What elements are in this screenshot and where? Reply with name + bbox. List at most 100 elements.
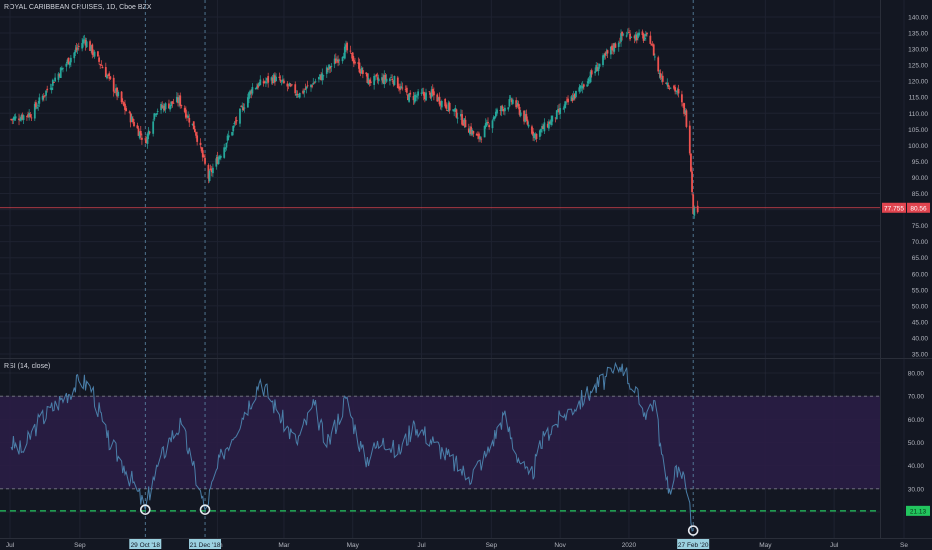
candle-body (422, 91, 425, 96)
candle-body (278, 76, 281, 79)
time-tick-label: Sep (74, 542, 86, 549)
candle-body (508, 99, 511, 107)
candle-body (160, 104, 162, 111)
candle-body (258, 83, 261, 86)
candle-body (688, 125, 691, 154)
candle-body (29, 114, 32, 118)
candle-body (208, 170, 211, 181)
candle-body (644, 34, 647, 37)
candle-body (147, 130, 150, 136)
price-tick-label: 95.00 (912, 159, 929, 166)
candle-body (519, 112, 522, 116)
candle-body (484, 123, 487, 127)
candle-body (651, 44, 654, 46)
candle-body (74, 49, 77, 53)
candle-body (685, 110, 688, 127)
candle-body (488, 125, 491, 128)
candle-body (219, 155, 222, 158)
candle-body (100, 64, 103, 66)
candle-body (218, 156, 221, 159)
candle-body (317, 77, 320, 80)
candle-body (196, 135, 199, 142)
time-tick-label: Jul (830, 542, 839, 549)
candle-body (98, 57, 100, 62)
candle-body (414, 95, 417, 97)
candle-body (492, 117, 495, 120)
candle-body (420, 92, 423, 94)
candle-body (255, 86, 258, 90)
candle-body (384, 74, 387, 80)
candle-body (596, 67, 599, 72)
candle-body (117, 91, 120, 96)
candle-body (448, 102, 451, 111)
candle-body (250, 91, 253, 94)
candle-body (302, 90, 305, 94)
candle-body (571, 97, 574, 101)
candle-body (446, 110, 449, 112)
candle-body (674, 87, 677, 92)
candle-body (375, 74, 378, 77)
candle-body (241, 105, 244, 108)
candle-body (124, 103, 126, 110)
rsi-low-marker (139, 504, 151, 515)
candle-body (626, 32, 629, 34)
candle-body (551, 115, 554, 122)
candle-body (35, 102, 37, 108)
candle-body (233, 122, 236, 125)
candle-body (516, 102, 519, 106)
candle-body (210, 168, 213, 173)
candle-body (546, 123, 549, 128)
candle-body (171, 101, 174, 104)
candle-body (657, 57, 660, 72)
candle-body (155, 113, 158, 115)
candle-body (101, 66, 104, 69)
candle-body (58, 74, 61, 77)
candle-body (234, 121, 237, 123)
candle-body (611, 45, 613, 50)
candle-body (146, 133, 149, 144)
candle-body (606, 50, 609, 54)
candle-body (192, 121, 195, 130)
candle-body (469, 128, 471, 135)
candle-body (129, 113, 132, 123)
price-tick-label: 140.00 (908, 15, 928, 22)
candle-body (306, 85, 309, 87)
candle-body (642, 34, 645, 41)
candle-body (535, 133, 538, 139)
candle-body (354, 61, 356, 64)
candle-body (452, 109, 454, 111)
candle-body (272, 74, 275, 83)
candle-body (89, 41, 91, 51)
candle-body (404, 88, 407, 90)
candle-body (436, 94, 439, 102)
candle-body (113, 92, 116, 94)
candle-body (638, 32, 640, 36)
candle-body (287, 84, 290, 86)
candle-body (267, 76, 270, 83)
rsi-low-marker (687, 525, 699, 536)
candle-body (405, 87, 408, 93)
candle-body (575, 90, 577, 97)
candle-body (661, 75, 664, 82)
candle-body (169, 105, 171, 110)
candle-body (691, 171, 693, 193)
candle-body (109, 76, 112, 79)
candle-body (572, 94, 575, 100)
candle-body (209, 168, 212, 170)
candle-body (573, 93, 576, 99)
candle-body (275, 76, 277, 82)
price-tick-label: 35.00 (912, 352, 929, 359)
candle-body (538, 130, 541, 137)
rsi-tick-label: 60.00 (908, 417, 925, 424)
candle-body (137, 128, 140, 136)
candle-body (223, 147, 226, 158)
candle-body (97, 51, 99, 57)
candle-body (286, 83, 289, 87)
candle-body (614, 43, 617, 48)
price-tick-label: 50.00 (912, 303, 929, 310)
vertical-guides (0, 0, 880, 538)
candle-body (144, 138, 147, 140)
rsi-title: RSI (14, close) (4, 363, 51, 370)
candle-body (10, 119, 13, 120)
